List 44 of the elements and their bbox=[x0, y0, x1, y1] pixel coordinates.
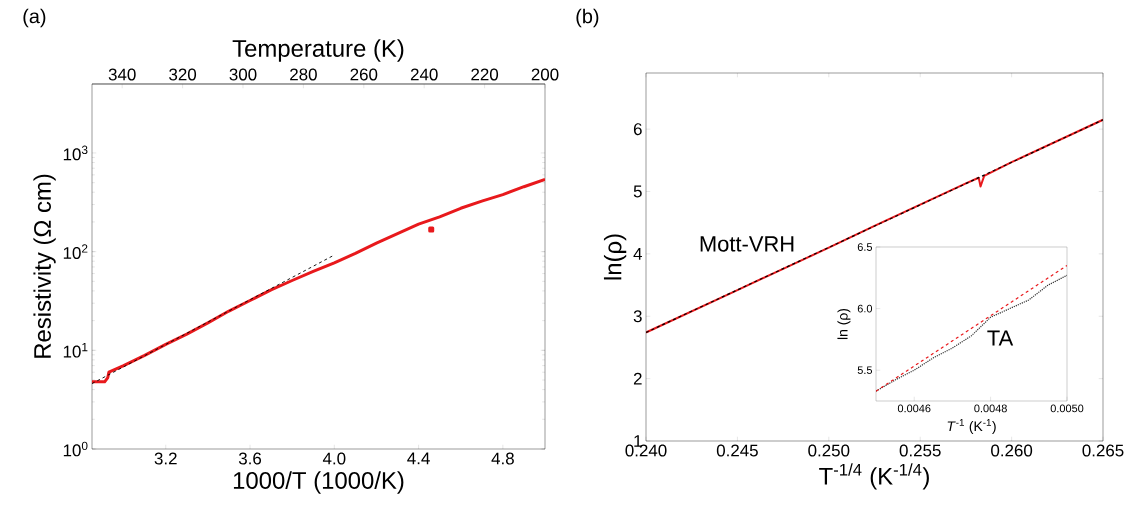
annotation: Mott-VRH bbox=[700, 236, 794, 252]
text: (b) bbox=[576, 8, 599, 28]
x-tick-label: 0.255 bbox=[899, 444, 941, 457]
x-tick-label: 3.6 bbox=[238, 452, 262, 465]
x2-axis-title: Temperature (K) bbox=[232, 39, 404, 62]
x2-tick-label: 260 bbox=[350, 68, 378, 81]
x-tick-label: 0.0048 bbox=[974, 404, 1007, 413]
y-tick-label: 4 bbox=[633, 248, 642, 260]
y-tick-label: 6.0 bbox=[857, 304, 873, 313]
y-tick-label: 6 bbox=[633, 123, 642, 136]
x2-tick-label: 200 bbox=[531, 68, 559, 81]
x2-tick-label: 240 bbox=[410, 68, 438, 81]
y-tick-label: 10$^{3}$ bbox=[63, 145, 88, 161]
y-tick-label: 10$^{0}$ bbox=[63, 441, 88, 457]
x2-tick-label: 320 bbox=[169, 68, 197, 81]
y-tick-label: 3 bbox=[633, 310, 642, 323]
y-axis-title: ln(ρ) bbox=[603, 234, 627, 280]
y-tick-label: 10$^{2}$ bbox=[63, 244, 88, 259]
x-tick-label: 0.250 bbox=[808, 444, 850, 457]
y-tick-label: 5.5 bbox=[857, 366, 873, 375]
x2-tick-label: 300 bbox=[229, 68, 257, 81]
text: (a) bbox=[23, 8, 46, 28]
annotation: TA bbox=[987, 330, 1014, 346]
x-tick-label: 3.2 bbox=[154, 452, 177, 465]
y-axis-title: Resistivity (Ω cm) bbox=[33, 174, 56, 358]
y-tick-label: 5 bbox=[633, 185, 642, 198]
x-tick-label: 0.0050 bbox=[1050, 404, 1084, 413]
x-axis-title: 1000/T (1000/K) bbox=[233, 471, 404, 494]
x-axis-title: T$^{-1/4}$ (K$^{-1/4}$) bbox=[819, 463, 929, 490]
x-tick-label: 0.245 bbox=[716, 444, 758, 457]
x-tick-label: 0.265 bbox=[1082, 444, 1124, 457]
y-tick-label: 10$^{1}$ bbox=[63, 343, 88, 358]
y-axis-title: ln (ρ) bbox=[837, 308, 851, 340]
x2-tick-label: 280 bbox=[290, 68, 317, 81]
x2-tick-label: 340 bbox=[108, 68, 136, 81]
x-tick-label: 0.0046 bbox=[897, 404, 931, 413]
y-tick-label: 2 bbox=[633, 372, 642, 385]
x-tick-label: 4.4 bbox=[407, 452, 430, 465]
y-tick-label: 6.5 bbox=[857, 243, 873, 251]
x-axis-title: T$^{-1}$ (K$^{-1}$) bbox=[947, 419, 996, 434]
x-tick-label: 4.8 bbox=[491, 452, 514, 465]
x2-tick-label: 220 bbox=[471, 68, 499, 81]
x-tick-label: 4.0 bbox=[322, 452, 346, 465]
x-tick-label: 0.260 bbox=[991, 444, 1033, 457]
